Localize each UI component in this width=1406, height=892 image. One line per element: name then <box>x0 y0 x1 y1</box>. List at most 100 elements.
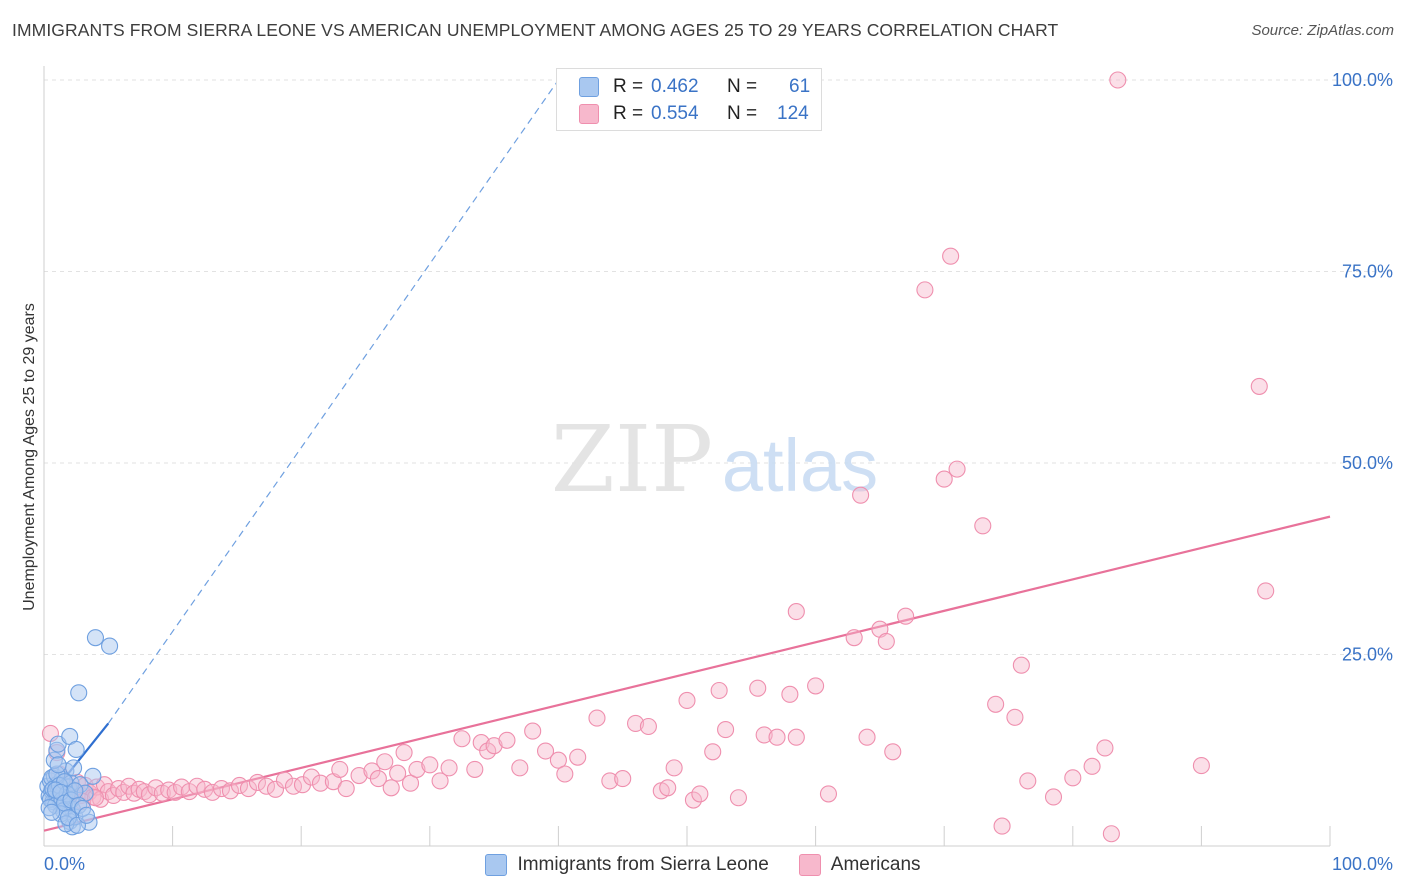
americans-point <box>807 677 825 695</box>
americans-point <box>665 759 683 777</box>
americans-point <box>987 695 1005 713</box>
y-tick-label: 25.0% <box>1342 645 1393 665</box>
sierra-leone-point <box>66 782 84 800</box>
legend-row-blue: R = 0.462 N = 61 <box>579 75 810 99</box>
americans-point <box>1083 757 1101 775</box>
sierra-leone-point <box>67 740 85 759</box>
americans-point <box>877 632 895 651</box>
americans-point <box>1044 788 1063 806</box>
source-label: Source: ZipAtlas.com <box>1251 22 1394 39</box>
x-tick-label: 0.0% <box>44 854 85 874</box>
americans-point <box>302 768 321 786</box>
americans-point <box>1109 71 1127 89</box>
series-legend: Immigrants from Sierra Leone Americans <box>0 852 1406 878</box>
americans-point <box>440 759 458 777</box>
americans-point <box>266 780 285 798</box>
sierra-leone-point <box>84 767 102 785</box>
americans-point <box>852 486 870 504</box>
grid-lines <box>44 79 1392 655</box>
sierra-leone-point <box>43 803 61 821</box>
americans-point <box>916 281 934 299</box>
americans-point <box>1012 656 1030 674</box>
americans-point <box>1250 377 1268 395</box>
americans-point <box>1192 757 1210 775</box>
americans-point <box>749 679 767 697</box>
americans-point <box>781 685 799 703</box>
americans-point <box>104 786 122 804</box>
americans-point <box>717 721 735 739</box>
americans-point <box>453 730 471 748</box>
americans-point <box>389 764 407 782</box>
americans-point <box>230 776 249 795</box>
americans-point <box>239 779 258 798</box>
sierra-leone-point <box>101 637 119 655</box>
r-label: R = <box>613 103 644 124</box>
chart-title: IMMIGRANTS FROM SIERRA LEONE VS AMERICAN… <box>12 20 1059 40</box>
americans-point <box>729 789 747 807</box>
americans-point <box>120 777 138 795</box>
americans-point <box>1064 769 1082 787</box>
americans-point <box>639 717 657 736</box>
sierra-leone-point <box>77 806 95 824</box>
americans-point <box>659 779 677 797</box>
americans-point <box>408 760 426 778</box>
correlation-legend: R = 0.462 N = 61 R = 0.554 N = 124 <box>556 68 822 131</box>
americans-point <box>993 817 1011 835</box>
legend-item-sierra-leone[interactable]: Immigrants from Sierra Leone <box>485 854 769 876</box>
americans-point <box>431 772 449 790</box>
r-value: 0.462 <box>651 76 699 97</box>
americans-point <box>140 786 159 804</box>
americans-point <box>627 714 645 732</box>
americans-point <box>845 629 863 647</box>
americans-point <box>536 742 555 760</box>
americans-point <box>524 722 542 740</box>
sierra-leone-point <box>70 684 88 702</box>
americans-point <box>755 726 773 744</box>
n-label: N = <box>727 103 758 124</box>
americans-point <box>569 748 587 766</box>
watermark-atlas: atlas <box>722 424 878 507</box>
americans-point <box>942 247 960 265</box>
n-value: 124 <box>777 103 809 124</box>
americans-point <box>1006 708 1024 726</box>
n-value: 61 <box>789 76 811 97</box>
x-tick-label: 100.0% <box>1332 854 1393 874</box>
americans-point <box>485 737 503 755</box>
americans-point <box>1257 582 1275 600</box>
legend-item-americans[interactable]: Americans <box>798 854 921 876</box>
americans-point <box>203 783 222 801</box>
y-tick-label: 100.0% <box>1332 70 1393 90</box>
legend-row-pink: R = 0.554 N = 124 <box>579 102 809 126</box>
americans-point <box>691 785 709 803</box>
r-label: R = <box>613 76 644 97</box>
americans-point <box>601 772 619 790</box>
americans-point <box>556 765 574 783</box>
americans-point <box>614 770 632 788</box>
watermark: ZIP atlas <box>551 406 878 513</box>
americans-point <box>897 607 915 625</box>
americans-point <box>376 753 394 771</box>
americans-point <box>710 681 728 700</box>
americans-point <box>160 781 178 799</box>
americans-point <box>382 779 400 797</box>
americans-point <box>511 759 529 777</box>
americans-point <box>498 731 516 749</box>
americans-point <box>421 756 439 774</box>
legend-label: Americans <box>830 854 921 875</box>
americans-point <box>884 743 902 761</box>
americans-point <box>350 766 368 785</box>
tick-labels: 25.0% 50.0% 75.0% 100.0% 0.0% 100.0% <box>44 70 1393 874</box>
americans-point <box>275 771 294 789</box>
americans-point <box>787 603 805 621</box>
americans-point <box>787 728 805 746</box>
y-tick-label: 50.0% <box>1342 453 1393 473</box>
americans-point <box>1102 825 1120 843</box>
americans-point <box>1096 739 1114 757</box>
watermark-zip: ZIP <box>551 406 713 513</box>
n-label: N = <box>727 76 758 97</box>
r-value: 0.554 <box>651 103 699 124</box>
blue-swatch <box>579 77 599 97</box>
americans-point <box>858 728 876 746</box>
sierra-leone-point <box>49 756 67 774</box>
